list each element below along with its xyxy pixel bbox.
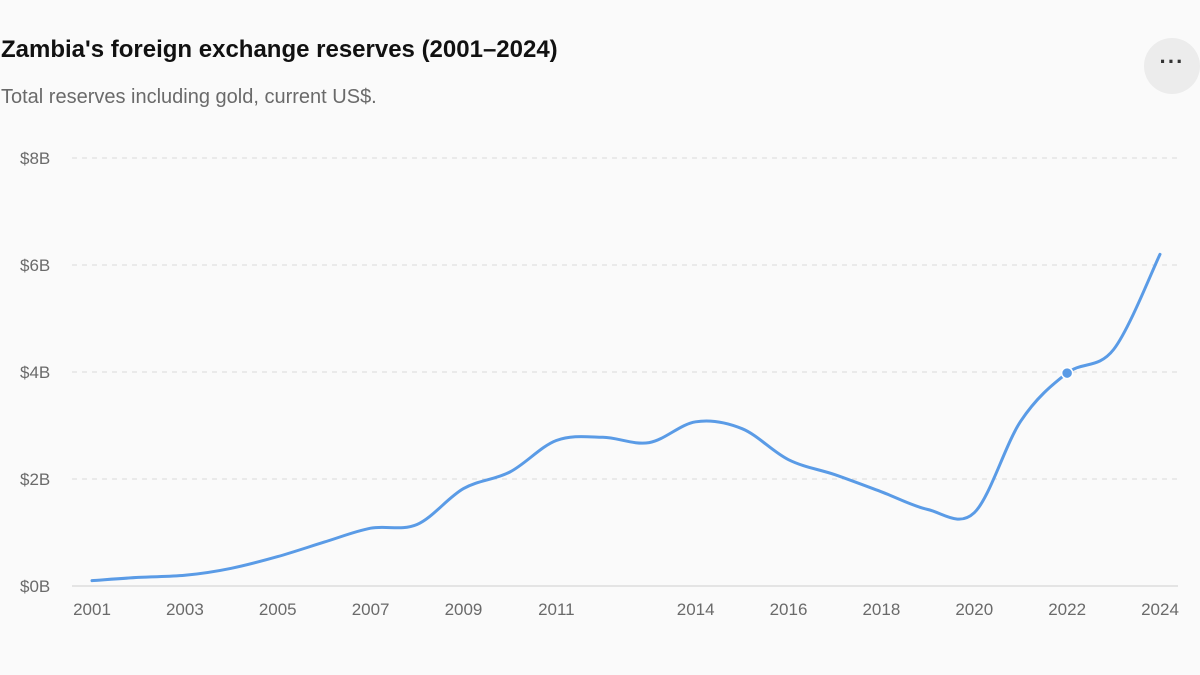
x-tick-label: 2022 [1048, 600, 1086, 619]
x-tick-label: 2007 [352, 600, 390, 619]
x-axis-ticks: 2001 2003 2005 2007 2009 2011 2014 2016 2018 2020… [73, 600, 1179, 619]
y-tick-label: $6B [20, 256, 50, 275]
chart-subtitle: Total reserves including gold, current U… [1, 86, 377, 108]
x-tick-label: 2020 [955, 600, 993, 619]
x-tick-label: 2018 [862, 600, 900, 619]
x-tick-label: 2005 [259, 600, 297, 619]
y-axis-ticks: $0B $2B $4B $6B $8B [20, 149, 50, 596]
x-tick-label: 2011 [538, 600, 575, 619]
series-line [90, 252, 1162, 583]
chart-title: Zambia's foreign exchange reserves (2001… [1, 36, 558, 63]
x-tick-label: 2014 [677, 600, 715, 619]
y-tick-label: $0B [20, 577, 50, 596]
more-options-button[interactable]: ··· [1144, 38, 1200, 94]
x-tick-label: 2003 [166, 600, 204, 619]
series-layer [90, 252, 1162, 583]
more-horizontal-icon: ··· [1159, 49, 1185, 74]
gridlines [72, 157, 1178, 587]
x-tick-label: 2009 [445, 600, 483, 619]
y-tick-label: $8B [20, 149, 50, 168]
highlight-point[interactable] [1060, 366, 1074, 380]
x-tick-label: 2016 [770, 600, 808, 619]
y-tick-label: $4B [20, 363, 50, 382]
y-tick-label: $2B [20, 470, 50, 489]
x-tick-label: 2024 [1141, 600, 1179, 619]
x-tick-label: 2001 [73, 600, 111, 619]
